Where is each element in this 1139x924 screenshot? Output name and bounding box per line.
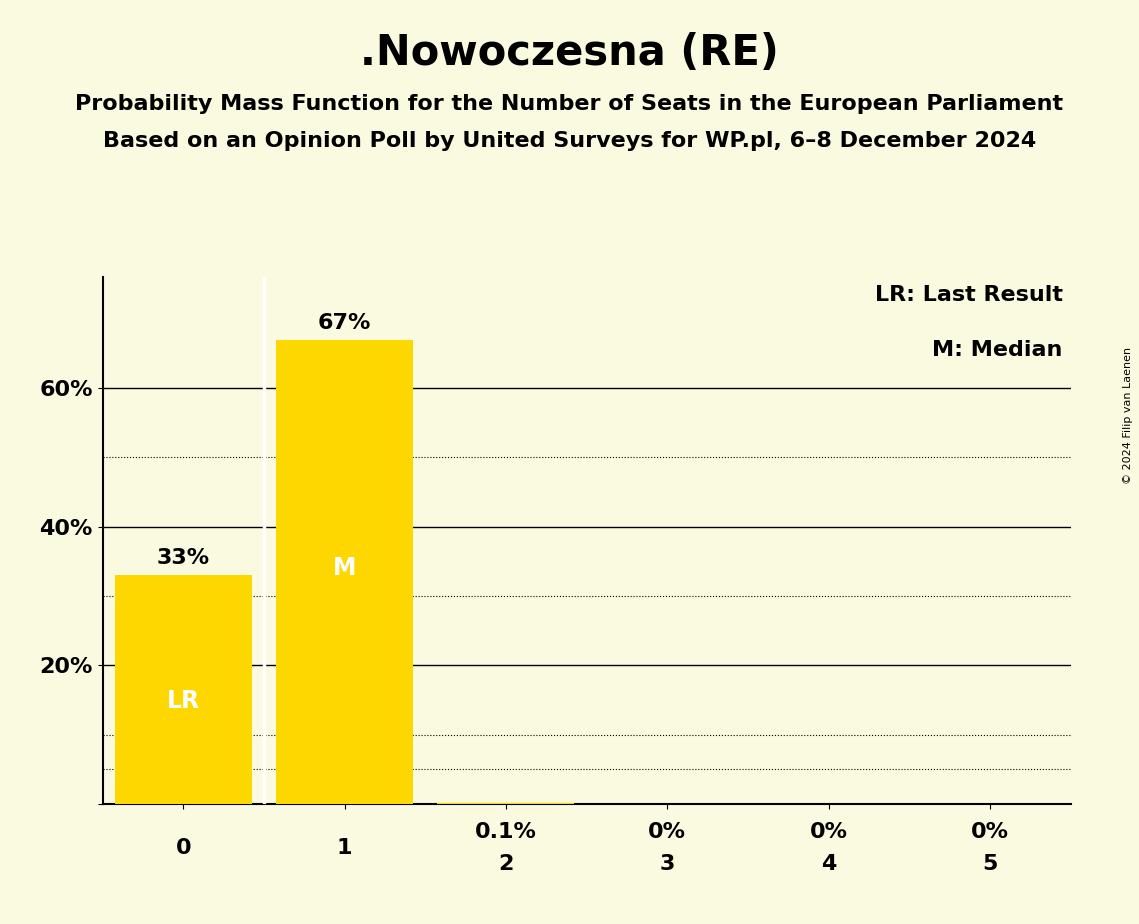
Text: M: Median: M: Median: [932, 340, 1063, 360]
Text: 0%: 0%: [970, 822, 1009, 843]
Text: 1: 1: [337, 838, 352, 858]
Text: 33%: 33%: [157, 548, 210, 568]
Text: LR: Last Result: LR: Last Result: [875, 286, 1063, 305]
Bar: [276, 339, 413, 804]
Text: 0%: 0%: [648, 822, 687, 843]
Text: Based on an Opinion Poll by United Surveys for WP.pl, 6–8 December 2024: Based on an Opinion Poll by United Surve…: [103, 131, 1036, 152]
Text: .Nowoczesna (RE): .Nowoczesna (RE): [360, 32, 779, 74]
Text: 0: 0: [175, 838, 191, 858]
Text: 5: 5: [982, 854, 998, 874]
Text: LR: LR: [166, 689, 199, 713]
Bar: [115, 575, 252, 804]
Text: 0%: 0%: [810, 822, 847, 843]
Text: © 2024 Filip van Laenen: © 2024 Filip van Laenen: [1123, 347, 1133, 484]
Text: 0.1%: 0.1%: [475, 822, 536, 843]
Text: 3: 3: [659, 854, 675, 874]
Text: Probability Mass Function for the Number of Seats in the European Parliament: Probability Mass Function for the Number…: [75, 94, 1064, 115]
Text: 2: 2: [498, 854, 514, 874]
Text: M: M: [333, 556, 357, 580]
Text: 67%: 67%: [318, 312, 371, 333]
Text: 4: 4: [821, 854, 836, 874]
